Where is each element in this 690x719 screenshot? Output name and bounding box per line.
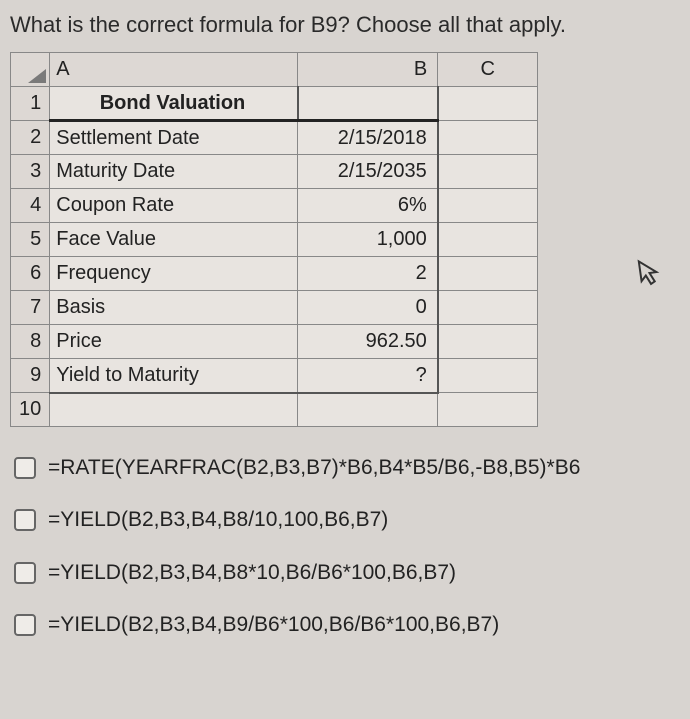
cell-b2[interactable]: 2/15/2018 <box>298 121 438 155</box>
cell-c8[interactable] <box>438 325 538 359</box>
cell-c6[interactable] <box>438 257 538 291</box>
cell-b9[interactable]: ? <box>298 359 438 393</box>
cell-b7[interactable]: 0 <box>298 291 438 325</box>
cell-b8[interactable]: 962.50 <box>298 325 438 359</box>
cell-a4[interactable]: Coupon Rate <box>50 189 298 223</box>
cell-a8[interactable]: Price <box>50 325 298 359</box>
checkbox-3[interactable] <box>14 562 36 584</box>
cell-c3[interactable] <box>438 155 538 189</box>
select-all-corner[interactable] <box>11 53 50 87</box>
cell-a5[interactable]: Face Value <box>50 223 298 257</box>
option-2-text: =YIELD(B2,B3,B4,B8/10,100,B6,B7) <box>48 507 388 533</box>
col-header-c[interactable]: C <box>438 53 538 87</box>
answer-options: =RATE(YEARFRAC(B2,B3,B7)*B6,B4*B5/B6,-B8… <box>10 455 680 638</box>
option-1[interactable]: =RATE(YEARFRAC(B2,B3,B7)*B6,B4*B5/B6,-B8… <box>14 455 680 481</box>
row-header-7[interactable]: 7 <box>11 291 50 325</box>
cell-b3[interactable]: 2/15/2035 <box>298 155 438 189</box>
cell-a6[interactable]: Frequency <box>50 257 298 291</box>
option-3-text: =YIELD(B2,B3,B4,B8*10,B6/B6*100,B6,B7) <box>48 560 456 586</box>
col-header-b[interactable]: B <box>298 53 438 87</box>
row-header-10[interactable]: 10 <box>11 393 50 427</box>
row-header-8[interactable]: 8 <box>11 325 50 359</box>
row-header-3[interactable]: 3 <box>11 155 50 189</box>
cell-b4[interactable]: 6% <box>298 189 438 223</box>
cell-c9[interactable] <box>438 359 538 393</box>
cell-a10[interactable] <box>50 393 298 427</box>
cursor-icon <box>636 257 665 297</box>
row-header-4[interactable]: 4 <box>11 189 50 223</box>
cell-a9[interactable]: Yield to Maturity <box>50 359 298 393</box>
cell-a1[interactable]: Bond Valuation <box>50 87 298 121</box>
question-text: What is the correct formula for B9? Choo… <box>10 12 680 38</box>
row-header-1[interactable]: 1 <box>11 87 50 121</box>
cell-b1[interactable] <box>298 87 438 121</box>
col-header-a[interactable]: A <box>50 53 298 87</box>
option-2[interactable]: =YIELD(B2,B3,B4,B8/10,100,B6,B7) <box>14 507 680 533</box>
checkbox-2[interactable] <box>14 509 36 531</box>
row-header-6[interactable]: 6 <box>11 257 50 291</box>
option-4-text: =YIELD(B2,B3,B4,B9/B6*100,B6/B6*100,B6,B… <box>48 612 499 638</box>
row-header-2[interactable]: 2 <box>11 121 50 155</box>
cell-c5[interactable] <box>438 223 538 257</box>
cell-a2[interactable]: Settlement Date <box>50 121 298 155</box>
cell-c10[interactable] <box>438 393 538 427</box>
cell-b10[interactable] <box>298 393 438 427</box>
checkbox-4[interactable] <box>14 614 36 636</box>
checkbox-1[interactable] <box>14 457 36 479</box>
row-header-9[interactable]: 9 <box>11 359 50 393</box>
spreadsheet: A B C 1 Bond Valuation 2 Settlement Date… <box>10 52 538 427</box>
cell-a7[interactable]: Basis <box>50 291 298 325</box>
cell-c4[interactable] <box>438 189 538 223</box>
cell-c7[interactable] <box>438 291 538 325</box>
cell-c1[interactable] <box>438 87 538 121</box>
row-header-5[interactable]: 5 <box>11 223 50 257</box>
option-3[interactable]: =YIELD(B2,B3,B4,B8*10,B6/B6*100,B6,B7) <box>14 560 680 586</box>
cell-b5[interactable]: 1,000 <box>298 223 438 257</box>
cell-c2[interactable] <box>438 121 538 155</box>
cell-a3[interactable]: Maturity Date <box>50 155 298 189</box>
option-4[interactable]: =YIELD(B2,B3,B4,B9/B6*100,B6/B6*100,B6,B… <box>14 612 680 638</box>
option-1-text: =RATE(YEARFRAC(B2,B3,B7)*B6,B4*B5/B6,-B8… <box>48 455 580 481</box>
cell-b6[interactable]: 2 <box>298 257 438 291</box>
